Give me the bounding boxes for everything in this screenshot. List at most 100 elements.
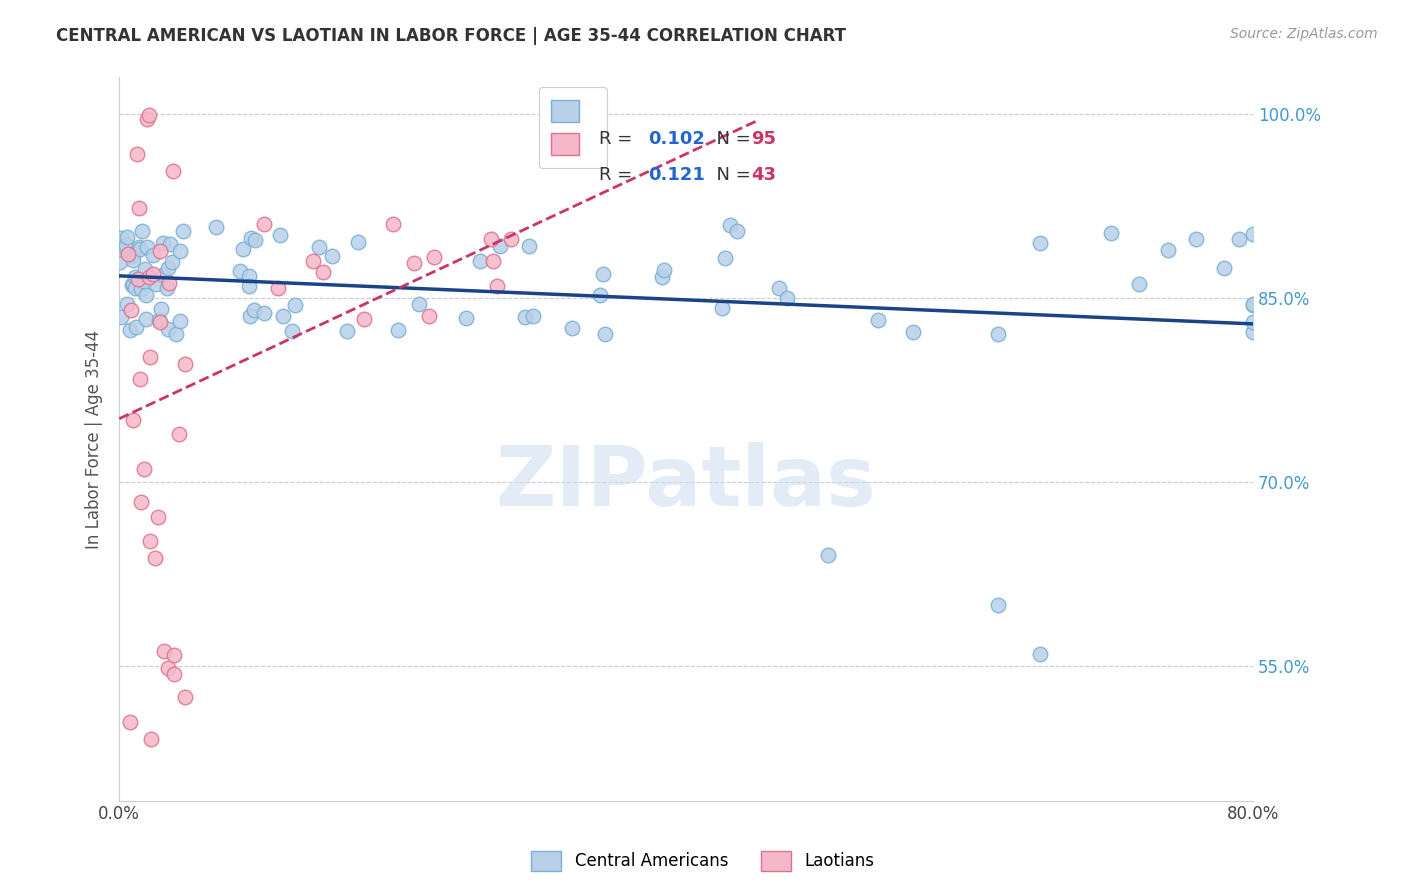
- Point: [1213, 260, 1236, 275]
- Point: [1185, 232, 1208, 246]
- Point: [408, 297, 430, 311]
- Point: [238, 279, 260, 293]
- Point: [517, 238, 540, 252]
- Point: [120, 323, 142, 337]
- Point: [1241, 227, 1264, 242]
- Point: [418, 310, 440, 324]
- Point: [253, 306, 276, 320]
- Point: [470, 254, 492, 268]
- Text: 95: 95: [751, 130, 776, 148]
- Point: [1241, 325, 1264, 339]
- Point: [132, 462, 155, 476]
- Point: [987, 598, 1010, 612]
- Point: [353, 311, 375, 326]
- Point: [139, 350, 162, 364]
- Point: [148, 509, 170, 524]
- Point: [163, 667, 186, 681]
- Point: [593, 326, 616, 341]
- Point: [167, 427, 190, 442]
- Point: [115, 230, 138, 244]
- Point: [482, 253, 505, 268]
- Legend: , : ,: [538, 87, 607, 168]
- Point: [1029, 647, 1052, 661]
- Point: [165, 327, 187, 342]
- Point: [710, 301, 733, 316]
- Point: [1241, 314, 1264, 328]
- Point: [122, 277, 145, 291]
- Point: [387, 323, 409, 337]
- Point: [172, 224, 194, 238]
- Point: [866, 313, 889, 327]
- Point: [131, 224, 153, 238]
- Point: [131, 282, 153, 296]
- Point: [162, 163, 184, 178]
- Point: [561, 321, 583, 335]
- Text: N =: N =: [704, 166, 756, 184]
- Point: [138, 108, 160, 122]
- Point: [124, 270, 146, 285]
- Point: [243, 233, 266, 247]
- Point: [204, 220, 226, 235]
- Point: [121, 249, 143, 263]
- Point: [156, 660, 179, 674]
- Point: [174, 690, 197, 704]
- Point: [142, 267, 165, 281]
- Point: [152, 236, 174, 251]
- Point: [153, 644, 176, 658]
- Point: [238, 269, 260, 284]
- Point: [160, 255, 183, 269]
- Point: [776, 291, 799, 305]
- Point: [143, 550, 166, 565]
- Point: [128, 239, 150, 253]
- Text: ZIPatlas: ZIPatlas: [495, 442, 876, 523]
- Point: [1227, 231, 1250, 245]
- Point: [163, 648, 186, 663]
- Y-axis label: In Labor Force | Age 35-44: In Labor Force | Age 35-44: [86, 329, 103, 549]
- Point: [488, 238, 510, 252]
- Point: [152, 268, 174, 282]
- Point: [651, 269, 673, 284]
- Point: [122, 413, 145, 427]
- Point: [157, 276, 180, 290]
- Point: [271, 309, 294, 323]
- Point: [149, 244, 172, 259]
- Point: [1241, 297, 1264, 311]
- Legend: Central Americans, Laotians: Central Americans, Laotians: [523, 842, 883, 880]
- Point: [485, 279, 508, 293]
- Point: [110, 231, 132, 245]
- Point: [120, 303, 142, 318]
- Point: [903, 326, 925, 340]
- Point: [110, 310, 132, 324]
- Point: [402, 256, 425, 270]
- Point: [138, 270, 160, 285]
- Point: [159, 237, 181, 252]
- Point: [148, 313, 170, 327]
- Point: [135, 112, 157, 126]
- Point: [117, 297, 139, 311]
- Point: [499, 232, 522, 246]
- Point: [149, 302, 172, 317]
- Point: [522, 310, 544, 324]
- Point: [725, 224, 748, 238]
- Point: [120, 714, 142, 729]
- Text: R =: R =: [599, 166, 644, 184]
- Text: 43: 43: [751, 166, 776, 184]
- Point: [121, 278, 143, 293]
- Point: [136, 240, 159, 254]
- Text: N =: N =: [704, 130, 756, 148]
- Point: [347, 235, 370, 249]
- Text: CENTRAL AMERICAN VS LAOTIAN IN LABOR FORCE | AGE 35-44 CORRELATION CHART: CENTRAL AMERICAN VS LAOTIAN IN LABOR FOR…: [56, 27, 846, 45]
- Point: [987, 326, 1010, 341]
- Point: [139, 533, 162, 548]
- Point: [1099, 226, 1122, 240]
- Text: 0.121: 0.121: [648, 166, 706, 184]
- Point: [128, 202, 150, 216]
- Point: [169, 314, 191, 328]
- Point: [125, 147, 148, 161]
- Point: [114, 238, 136, 252]
- Point: [243, 303, 266, 318]
- Point: [156, 281, 179, 295]
- Point: [135, 311, 157, 326]
- Point: [142, 247, 165, 261]
- Point: [284, 297, 307, 311]
